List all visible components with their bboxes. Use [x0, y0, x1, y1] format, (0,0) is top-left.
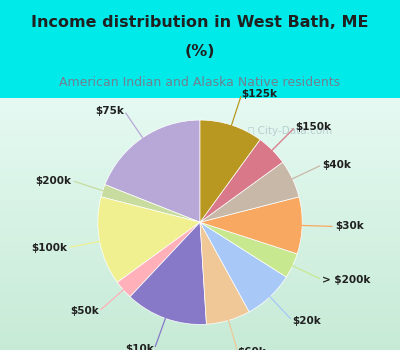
Text: Income distribution in West Bath, ME: Income distribution in West Bath, ME — [31, 15, 369, 30]
Wedge shape — [200, 120, 260, 222]
Wedge shape — [200, 197, 302, 254]
Text: $60k: $60k — [238, 347, 266, 350]
Text: American Indian and Alaska Native residents: American Indian and Alaska Native reside… — [60, 76, 340, 90]
Text: ⓘ City-Data.com: ⓘ City-Data.com — [248, 126, 332, 136]
Text: $125k: $125k — [242, 89, 278, 99]
Wedge shape — [200, 222, 249, 324]
Text: $150k: $150k — [295, 122, 331, 132]
Text: > $200k: > $200k — [322, 275, 370, 285]
Wedge shape — [130, 222, 206, 324]
Text: $40k: $40k — [322, 160, 351, 170]
Wedge shape — [200, 140, 283, 222]
Text: $200k: $200k — [36, 176, 72, 186]
Wedge shape — [105, 120, 200, 222]
Wedge shape — [200, 222, 286, 312]
Text: $100k: $100k — [32, 243, 68, 253]
Wedge shape — [98, 197, 200, 282]
Text: $10k: $10k — [126, 344, 154, 350]
Text: $50k: $50k — [70, 307, 99, 316]
Wedge shape — [101, 185, 200, 222]
Wedge shape — [117, 222, 200, 297]
Text: $75k: $75k — [95, 106, 124, 116]
Text: $20k: $20k — [292, 316, 321, 326]
Wedge shape — [200, 162, 299, 222]
Text: (%): (%) — [185, 44, 215, 59]
Text: $30k: $30k — [335, 222, 364, 231]
Wedge shape — [200, 222, 297, 277]
